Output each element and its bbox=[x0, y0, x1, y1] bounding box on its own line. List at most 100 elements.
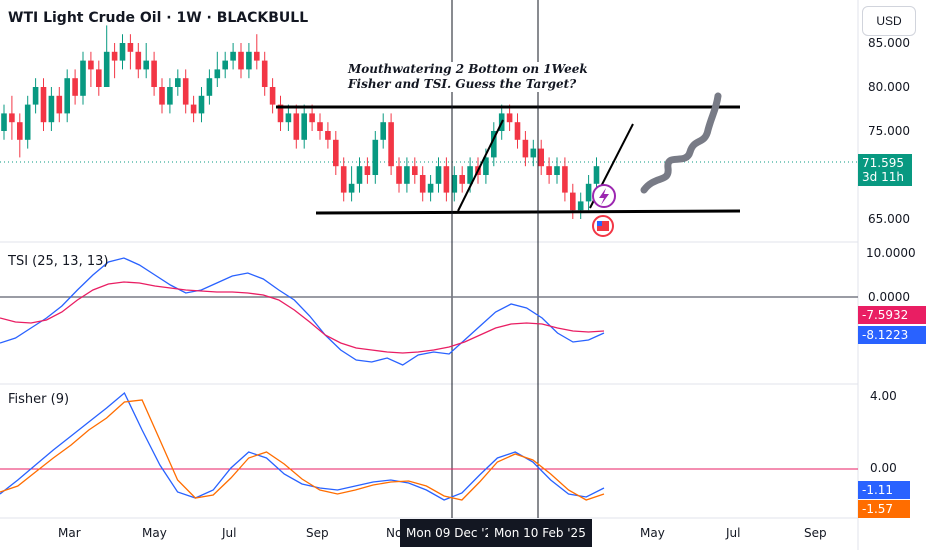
candle-body bbox=[111, 51, 118, 61]
candle-body bbox=[182, 78, 189, 105]
candle-body bbox=[246, 51, 252, 70]
candle-body bbox=[80, 60, 86, 96]
bar-countdown: 3d 11h bbox=[862, 170, 904, 184]
candle-body bbox=[348, 183, 355, 193]
candle-body bbox=[40, 87, 47, 123]
candle-body bbox=[206, 78, 213, 96]
candle-body bbox=[593, 166, 600, 184]
candle-body bbox=[285, 113, 292, 123]
fisher-trigger-badge: -1.57 bbox=[858, 500, 910, 518]
candle-body bbox=[419, 175, 426, 193]
candle-body bbox=[24, 104, 31, 140]
candle-body bbox=[388, 122, 394, 167]
fisher-axis-label: 4.00 bbox=[870, 389, 897, 403]
time-axis-label: Jul bbox=[726, 526, 741, 540]
crosshair-date-label-1: Mon 09 Dec '24 bbox=[400, 519, 500, 547]
candle-body bbox=[48, 95, 55, 123]
candle-body bbox=[554, 166, 560, 175]
tsi-signal-badge: -7.5932 bbox=[858, 306, 926, 324]
symbol-title[interactable]: WTI Light Crude Oil · 1W · BLACKBULL bbox=[8, 10, 309, 26]
annotation-line-2: Fisher and TSI. Guess the Target? bbox=[348, 77, 577, 91]
candle-body bbox=[261, 60, 268, 87]
candle-body bbox=[325, 131, 331, 140]
time-axis-label: May bbox=[640, 526, 665, 540]
candle-body bbox=[538, 148, 544, 167]
candle-body bbox=[301, 113, 307, 140]
candle-body bbox=[364, 166, 371, 175]
fisher-axis-label: 0.00 bbox=[870, 461, 897, 475]
candle-body bbox=[356, 166, 363, 184]
time-axis-label: Jul bbox=[222, 526, 237, 540]
candle-body bbox=[159, 87, 165, 105]
tsi-pane-title[interactable]: TSI (25, 13, 13) bbox=[8, 254, 109, 269]
candle-body bbox=[1, 113, 7, 131]
candle-body bbox=[459, 175, 465, 184]
candle-body bbox=[88, 60, 94, 70]
breakout-trendline bbox=[457, 119, 504, 212]
last-price-badge: 71.595 3d 11h bbox=[858, 154, 912, 186]
last-price-value: 71.595 bbox=[862, 156, 904, 170]
candle-body bbox=[451, 175, 458, 193]
tsi-signal-line bbox=[0, 281, 605, 354]
candle-body bbox=[483, 157, 489, 175]
candle-body bbox=[396, 166, 402, 184]
candle-body bbox=[514, 122, 521, 140]
candle-body bbox=[222, 60, 228, 70]
tsi-axis-label: 10.0000 bbox=[866, 246, 916, 260]
flag-stripes bbox=[597, 221, 609, 231]
candle-body bbox=[238, 51, 244, 70]
candle-body bbox=[404, 166, 410, 184]
lightning-glyph bbox=[599, 188, 609, 205]
candle-body bbox=[56, 95, 63, 114]
annotation-line-1: Mouthwatering 2 Bottom on 1Week bbox=[348, 62, 588, 76]
candle-body bbox=[190, 104, 197, 114]
candle-body bbox=[214, 69, 221, 79]
candle-body bbox=[491, 131, 497, 158]
candle-body bbox=[333, 139, 339, 167]
price-axis-label: 85.000 bbox=[868, 36, 910, 50]
candle-body bbox=[230, 51, 236, 61]
support-trendline bbox=[315, 209, 741, 215]
candle-body bbox=[293, 113, 300, 140]
price-axis-label: 65.000 bbox=[868, 212, 910, 226]
freehand-drawing bbox=[640, 92, 722, 194]
text-annotation[interactable]: Mouthwatering 2 Bottom on 1Week Fisher a… bbox=[346, 62, 590, 92]
time-axis-label: Sep bbox=[804, 526, 827, 540]
candle-body bbox=[151, 60, 157, 87]
candle-body bbox=[64, 78, 70, 114]
candle-body bbox=[277, 104, 284, 123]
candle-body bbox=[427, 183, 434, 193]
candle-body bbox=[585, 183, 592, 202]
candle-body bbox=[443, 166, 450, 193]
crosshair-date-label-2: Mon 10 Feb '25 bbox=[488, 519, 592, 547]
candle-body bbox=[340, 166, 347, 193]
candle-body bbox=[175, 78, 181, 87]
candle-body bbox=[530, 148, 537, 158]
candle-body bbox=[103, 51, 110, 87]
candle-body bbox=[309, 113, 315, 123]
candle-body bbox=[546, 166, 552, 175]
candle-body bbox=[9, 113, 15, 123]
candle-body bbox=[135, 51, 142, 70]
tsi-value-badge: -8.1223 bbox=[858, 326, 926, 344]
currency-button[interactable]: USD bbox=[862, 6, 916, 36]
fisher-pane-title[interactable]: Fisher (9) bbox=[8, 392, 70, 407]
candle-body bbox=[435, 166, 442, 184]
tsi-axis-label: 0.0000 bbox=[868, 290, 910, 304]
candle-body bbox=[96, 69, 102, 87]
time-axis-label: Mar bbox=[58, 526, 81, 540]
time-axis-label: Sep bbox=[306, 526, 329, 540]
candle-body bbox=[372, 139, 379, 175]
candle-body bbox=[119, 43, 126, 61]
candle-body bbox=[412, 166, 418, 175]
price-axis-label: 80.000 bbox=[868, 80, 910, 94]
tsi-line bbox=[0, 257, 605, 366]
candle-body bbox=[467, 166, 473, 184]
flag-canton bbox=[597, 221, 602, 226]
candle-body bbox=[570, 192, 576, 211]
fisher-line bbox=[0, 391, 605, 501]
candle-body bbox=[32, 87, 39, 105]
candle-body bbox=[17, 122, 23, 140]
